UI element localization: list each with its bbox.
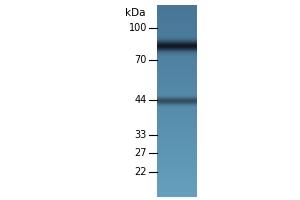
Text: 22: 22 [134,167,147,177]
Text: 27: 27 [134,148,147,158]
Text: 33: 33 [135,130,147,140]
Text: kDa: kDa [124,8,145,18]
Text: 100: 100 [129,23,147,33]
Text: 44: 44 [135,95,147,105]
Text: 70: 70 [135,55,147,65]
